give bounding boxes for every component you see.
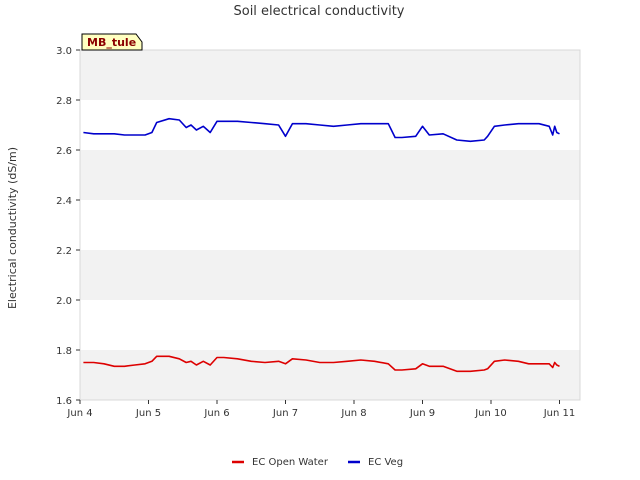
y-tick-label: 2.0	[56, 296, 72, 307]
y-tick-label: 2.6	[56, 146, 72, 157]
site-tag-box	[81, 33, 143, 51]
x-axis: Jun 4 Jun 5 Jun 6 Jun 7 Jun 8 Jun 9 Jun 10 Jun …	[66, 400, 575, 419]
grid-band	[80, 50, 580, 100]
legend-item: EC Open Water	[232, 457, 329, 468]
y-tick-label: 2.4	[56, 196, 72, 207]
chart-title: Soil electrical conductivity	[233, 4, 404, 19]
y-tick-label: 2.8	[56, 96, 72, 107]
plot-frame	[79, 49, 581, 401]
x-tick-label: Jun 10	[474, 408, 507, 419]
y-tick-label: 2.2	[56, 246, 72, 257]
grid-band	[80, 350, 580, 400]
grid-band	[80, 300, 580, 350]
legend-item: EC Veg	[348, 457, 403, 468]
grid-band	[80, 200, 580, 250]
x-tick-label: Jun 4	[66, 408, 92, 419]
y-tick-label: 1.8	[56, 346, 72, 357]
series-line-ec-open-water	[83, 355, 560, 373]
legend-label: EC Open Water	[252, 457, 329, 468]
y-tick-label: 1.6	[56, 396, 72, 407]
y-axis-label: Electrical conductivity (dS/m)	[6, 147, 19, 309]
grid-band	[80, 150, 580, 200]
x-tick-label: Jun 11	[543, 408, 576, 419]
grid-bands	[80, 50, 580, 400]
x-tick-label: Jun 5	[135, 408, 161, 419]
site-tag-label: MB_tule	[87, 36, 136, 49]
site-tag: MB_tule	[81, 33, 143, 51]
x-tick-label: Jun 8	[340, 408, 366, 419]
x-tick-label: Jun 7	[272, 408, 298, 419]
y-axis: 1.6 1.8 2.0 2.2 2.4 2.6 2.8 3.0	[56, 46, 80, 407]
series-line-ec-veg	[83, 117, 560, 143]
x-tick-label: Jun 9	[409, 408, 435, 419]
legend-label: EC Veg	[368, 457, 403, 468]
x-tick-label: Jun 6	[203, 408, 229, 419]
legend: EC Open Water EC Veg	[232, 457, 403, 468]
grid-band	[80, 100, 580, 150]
y-tick-label: 3.0	[56, 46, 72, 57]
grid-band	[80, 250, 580, 300]
series-layer	[83, 117, 560, 373]
